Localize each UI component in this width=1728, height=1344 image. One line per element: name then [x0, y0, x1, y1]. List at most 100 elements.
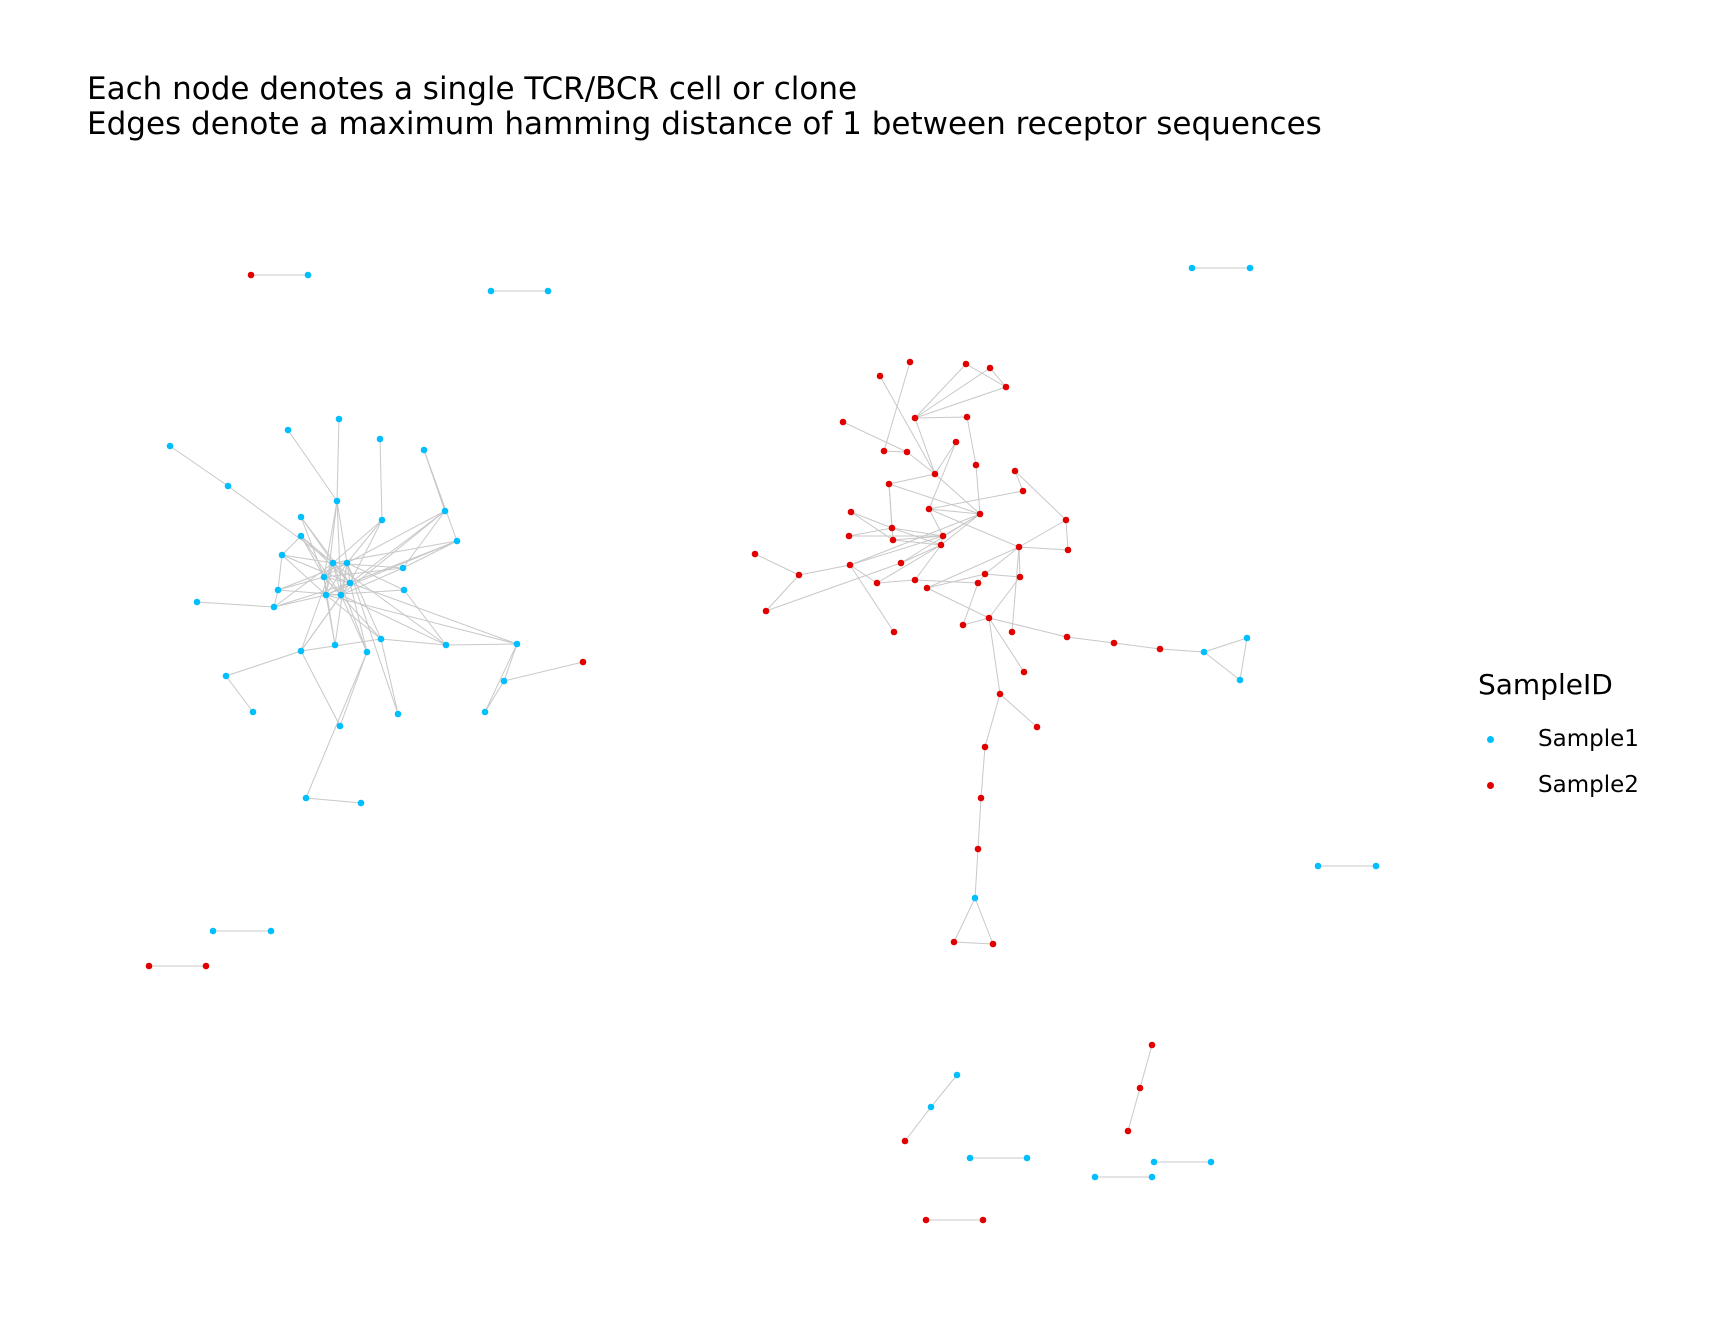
legend-item-sample2: Sample2: [1478, 762, 1698, 808]
node-sample2: [972, 461, 980, 469]
edge: [928, 441, 957, 510]
edge: [349, 519, 383, 584]
edge: [965, 363, 1007, 388]
node-sample1: [363, 648, 371, 656]
node-sample2: [963, 413, 971, 421]
edge: [988, 617, 1068, 638]
node-sample2: [981, 743, 989, 751]
edge: [1014, 470, 1024, 492]
node-sample2: [1015, 543, 1023, 551]
edge: [300, 638, 382, 652]
node-sample1: [209, 927, 217, 935]
edge: [953, 941, 994, 945]
node-sample2: [847, 508, 855, 516]
legend: SampleID Sample1 Sample2: [1478, 668, 1698, 808]
node-sample2: [923, 584, 931, 592]
node-sample1: [453, 537, 461, 545]
node-sample1: [346, 579, 354, 587]
edge: [323, 576, 382, 640]
node-sample2: [962, 360, 970, 368]
node-sample2: [976, 510, 984, 518]
node-sample2: [989, 940, 997, 948]
edge: [503, 661, 584, 682]
node-sample2: [986, 364, 994, 372]
edge: [445, 643, 518, 646]
edge: [848, 527, 893, 537]
node-sample1: [284, 426, 292, 434]
node-sample2: [985, 614, 993, 622]
node-sample2: [1019, 487, 1027, 495]
edge: [273, 594, 327, 608]
edge: [1113, 642, 1161, 650]
node-sample2: [579, 658, 587, 666]
node-sample1: [302, 794, 310, 802]
node-sample2: [911, 576, 919, 584]
edge: [281, 554, 334, 564]
node-sample2: [925, 505, 933, 513]
node-sample2: [897, 559, 905, 567]
node-sample1: [378, 516, 386, 524]
node-sample2: [1033, 723, 1041, 731]
edge: [974, 897, 994, 945]
edge: [402, 540, 458, 569]
node-sample1: [420, 446, 428, 454]
edge: [287, 429, 338, 502]
node-sample1: [513, 640, 521, 648]
node-sample1: [335, 415, 343, 423]
node-sample2: [979, 1216, 987, 1224]
edge: [281, 554, 327, 596]
node-sample2: [996, 690, 1004, 698]
node-sample1: [441, 507, 449, 515]
node-sample2: [889, 536, 897, 544]
node-sample2: [906, 358, 914, 366]
node-sample1: [357, 799, 365, 807]
edge: [325, 594, 518, 645]
node-sample1: [487, 287, 495, 295]
edge: [966, 416, 977, 466]
node-sample1: [400, 586, 408, 594]
edge: [914, 579, 979, 584]
node-sample2: [1124, 1127, 1132, 1135]
edge: [999, 693, 1038, 728]
node-sample2: [762, 607, 770, 615]
node-sample1: [1314, 862, 1322, 870]
node-sample2: [974, 845, 982, 853]
edge: [850, 511, 894, 541]
node-sample1: [1236, 676, 1244, 684]
node-sample1: [1246, 264, 1254, 272]
node-sample1: [343, 559, 351, 567]
edge: [332, 519, 383, 564]
node-sample1: [971, 894, 979, 902]
node-sample1: [336, 722, 344, 730]
edge: [281, 535, 302, 556]
node-sample1: [1150, 1158, 1158, 1166]
edge: [503, 643, 518, 682]
edge: [914, 544, 942, 581]
node-sample1: [297, 532, 305, 540]
node-sample2: [1063, 633, 1071, 641]
node-sample1: [953, 1071, 961, 1079]
node-sample2: [901, 1137, 909, 1145]
edge: [346, 562, 399, 715]
node-sample2: [1064, 546, 1072, 554]
node-sample1: [278, 551, 286, 559]
node-sample2: [202, 962, 210, 970]
edge: [1139, 1044, 1153, 1089]
edge: [402, 510, 446, 569]
node-sample1: [267, 927, 275, 935]
node-sample1: [270, 603, 278, 611]
node-sample1: [376, 435, 384, 443]
edge: [977, 797, 982, 850]
edge: [1066, 636, 1115, 644]
node-sample2: [1016, 573, 1024, 581]
node-sample2: [977, 794, 985, 802]
node-sample2: [1002, 383, 1010, 391]
edge: [962, 617, 990, 626]
edge-layer: [149, 267, 1376, 1221]
edge: [989, 367, 1007, 388]
node-sample1: [1148, 1173, 1156, 1181]
edge: [423, 449, 446, 512]
edge: [914, 367, 991, 419]
edge: [888, 483, 894, 541]
node-sample1: [544, 287, 552, 295]
